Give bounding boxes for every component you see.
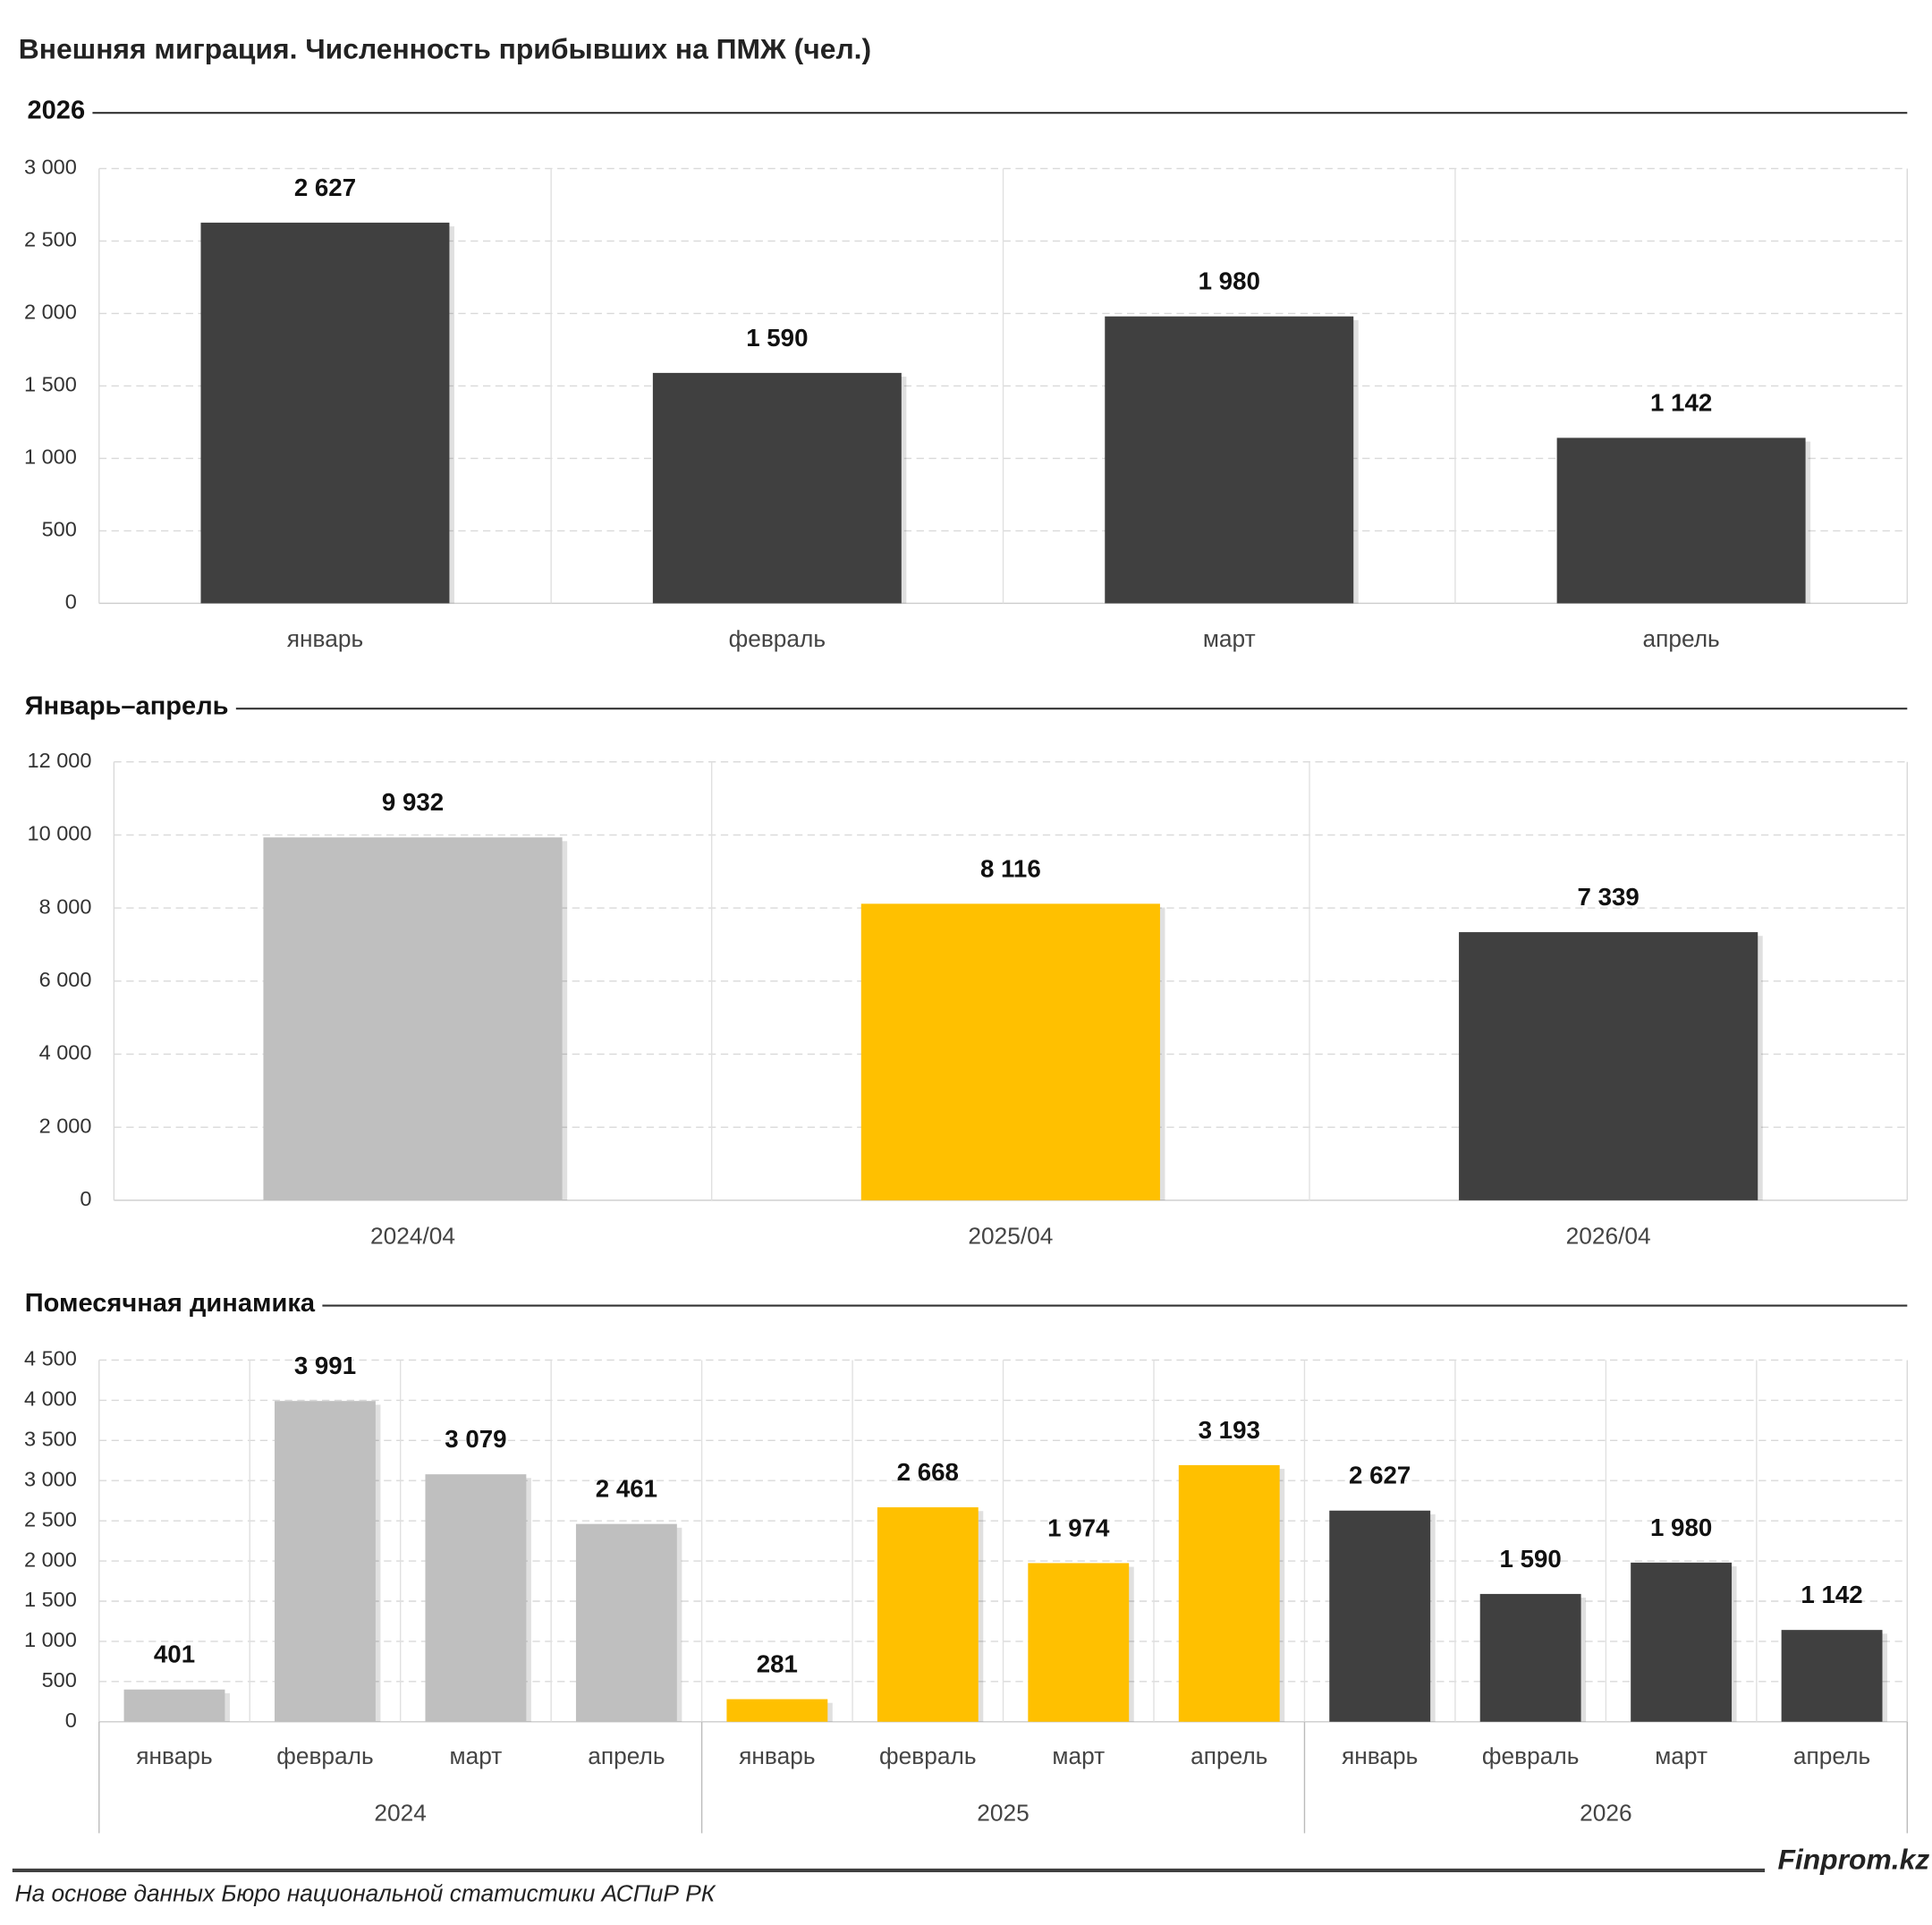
x-tick-label: февраль — [1482, 1743, 1580, 1769]
section-title: Помесячная динамика — [25, 1289, 316, 1318]
y-tick-label: 6 000 — [39, 968, 92, 991]
bar — [1631, 1562, 1733, 1722]
x-tick-label: март — [1655, 1743, 1707, 1769]
x-tick-label: апрель — [588, 1743, 665, 1769]
y-tick-label: 8 000 — [39, 895, 92, 918]
bar — [1459, 932, 1758, 1200]
y-tick-label: 10 000 — [28, 822, 92, 845]
y-tick-label: 0 — [80, 1187, 91, 1210]
value-label: 281 — [757, 1649, 798, 1677]
value-label: 1 980 — [1650, 1514, 1712, 1541]
x-tick-label: 2025/04 — [968, 1222, 1053, 1249]
x-tick-label: 2024/04 — [370, 1222, 455, 1249]
value-label: 1 590 — [1500, 1545, 1562, 1573]
y-tick-label: 2 500 — [24, 1507, 77, 1531]
y-tick-label: 3 000 — [24, 1467, 77, 1490]
bar — [1329, 1510, 1431, 1722]
value-label: 401 — [154, 1641, 195, 1668]
section-title: Январь–апрель — [25, 691, 229, 720]
value-label: 8 116 — [980, 854, 1041, 882]
bar — [575, 1523, 677, 1722]
value-label: 2 627 — [294, 174, 356, 201]
section-title: 2026 — [27, 96, 85, 124]
y-tick-label: 12 000 — [28, 749, 92, 772]
y-tick-label: 1 500 — [24, 373, 77, 396]
x-tick-label: февраль — [276, 1743, 374, 1769]
value-label: 1 980 — [1199, 267, 1260, 295]
value-label: 3 193 — [1199, 1416, 1260, 1444]
x-tick-label: март — [1052, 1743, 1105, 1769]
y-tick-label: 1 000 — [24, 445, 77, 469]
value-label: 7 339 — [1578, 883, 1640, 911]
x-tick-label: март — [1203, 625, 1256, 652]
y-tick-label: 500 — [42, 518, 77, 541]
bar — [200, 222, 450, 604]
value-label: 1 142 — [1801, 1581, 1862, 1608]
bar — [726, 1699, 828, 1722]
y-tick-label: 3 500 — [24, 1428, 77, 1451]
y-tick-label: 3 000 — [24, 156, 77, 179]
bar — [263, 837, 563, 1200]
y-tick-label: 1 000 — [24, 1628, 77, 1651]
x-tick-label: апрель — [1642, 625, 1719, 652]
bar — [123, 1689, 225, 1722]
value-label: 1 590 — [746, 324, 808, 352]
value-label: 3 079 — [445, 1425, 506, 1453]
brand: Finprom.kz — [1777, 1844, 1929, 1876]
group-label: 2025 — [977, 1800, 1030, 1827]
y-tick-label: 0 — [65, 590, 77, 614]
bar — [1105, 316, 1354, 604]
value-label: 2 461 — [596, 1475, 657, 1503]
group-label: 2026 — [1580, 1800, 1632, 1827]
group-label: 2024 — [374, 1800, 427, 1827]
bar — [1781, 1630, 1883, 1722]
x-tick-label: январь — [287, 625, 363, 652]
page-title: Внешняя миграция. Численность прибывших … — [19, 32, 871, 64]
value-label: 1 142 — [1650, 388, 1712, 416]
y-tick-label: 2 500 — [24, 228, 77, 251]
y-tick-label: 4 500 — [24, 1347, 77, 1370]
x-tick-label: февраль — [879, 1743, 977, 1769]
y-tick-label: 4 000 — [24, 1387, 77, 1411]
value-label: 2 627 — [1349, 1462, 1411, 1489]
x-tick-label: январь — [1342, 1743, 1418, 1769]
x-tick-label: апрель — [1793, 1743, 1870, 1769]
x-tick-label: 2026/04 — [1566, 1222, 1651, 1249]
bar — [652, 372, 902, 604]
source: На основе данных Бюро национальной стати… — [15, 1880, 716, 1907]
value-label: 1 974 — [1047, 1514, 1110, 1541]
x-tick-label: март — [450, 1743, 503, 1769]
bar — [1178, 1464, 1280, 1722]
y-tick-label: 2 000 — [24, 301, 77, 324]
bar — [860, 903, 1160, 1200]
y-tick-label: 0 — [65, 1709, 77, 1732]
bar — [877, 1507, 979, 1722]
value-label: 9 932 — [382, 788, 444, 816]
value-label: 3 991 — [294, 1352, 356, 1379]
y-tick-label: 500 — [42, 1668, 77, 1692]
x-tick-label: январь — [739, 1743, 815, 1769]
value-label: 2 668 — [897, 1458, 959, 1486]
x-tick-label: февраль — [729, 625, 826, 652]
y-tick-label: 2 000 — [39, 1114, 92, 1137]
bar — [425, 1474, 527, 1722]
y-tick-label: 4 000 — [39, 1041, 92, 1064]
bar — [1479, 1593, 1581, 1722]
bar — [275, 1401, 376, 1722]
x-tick-label: январь — [136, 1743, 212, 1769]
bar — [1556, 437, 1806, 604]
y-tick-label: 1 500 — [24, 1588, 77, 1611]
y-tick-label: 2 000 — [24, 1548, 77, 1571]
x-tick-label: апрель — [1191, 1743, 1267, 1769]
bar — [1028, 1563, 1130, 1722]
